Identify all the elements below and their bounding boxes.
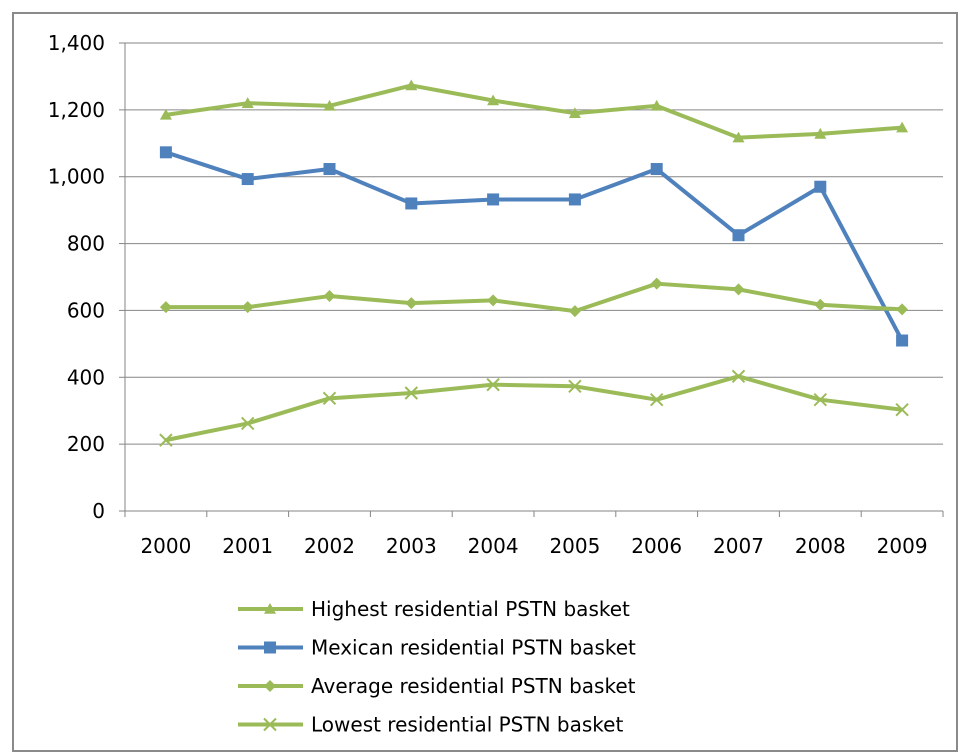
data-point-square	[732, 229, 745, 242]
y-tick-label: 600	[67, 298, 105, 322]
data-point-triangle	[732, 131, 745, 143]
y-tick-label: 400	[67, 365, 105, 389]
data-point-square	[159, 146, 172, 159]
x-tick-label: 2000	[140, 534, 191, 558]
data-point-diamond	[650, 277, 663, 290]
data-point-triangle	[814, 127, 827, 139]
data-point-diamond	[323, 290, 336, 303]
x-tick-label: 2008	[795, 534, 846, 558]
x-marker-stroke	[263, 717, 277, 732]
x-tick-label: 2003	[386, 534, 437, 558]
data-point-x	[649, 392, 664, 407]
x-tick-label: 2004	[468, 534, 519, 558]
x-marker-stroke	[568, 379, 582, 394]
x-marker-stroke	[895, 403, 909, 417]
series-line	[165, 83, 903, 140]
x-marker-stroke	[404, 386, 419, 400]
data-point-triangle	[323, 99, 336, 111]
data-point-x	[731, 369, 746, 383]
data-point-diamond	[896, 303, 909, 316]
x-tick-label: 2005	[549, 534, 600, 558]
data-point-x	[568, 379, 582, 394]
x-marker-stroke	[813, 392, 828, 407]
data-point-diamond	[568, 305, 581, 318]
y-tick-label: 1,000	[48, 165, 105, 189]
data-point-x	[895, 403, 909, 417]
series-0	[159, 79, 909, 143]
x-tick-label: 2006	[631, 534, 682, 558]
x-marker-stroke	[486, 377, 500, 392]
data-point-x	[159, 433, 173, 447]
data-point-square	[241, 173, 254, 186]
data-point-triangle	[487, 94, 500, 106]
y-tick-label: 1,400	[48, 31, 105, 55]
data-point-diamond	[814, 298, 827, 311]
y-tick-label: 800	[67, 232, 105, 256]
series-1	[159, 146, 909, 347]
data-point-x	[813, 392, 828, 407]
data-point-square	[487, 193, 500, 206]
legend-marker-x	[263, 717, 277, 732]
x-tick-label: 2009	[877, 534, 928, 558]
x-marker-stroke	[649, 392, 664, 407]
axes: 0 200 400 600 800 1,000 1,200 1,400 2000 2001 2002…	[48, 31, 944, 558]
data-point-triangle	[241, 97, 254, 108]
series-line	[165, 374, 903, 443]
x-tick-label: 2001	[222, 534, 273, 558]
data-point-square	[896, 334, 909, 347]
legend-label: Average residential PSTN basket	[311, 674, 636, 698]
legend-item: Average residential PSTN basket	[238, 674, 636, 698]
legend-label: Mexican residential PSTN basket	[311, 636, 636, 660]
y-tick-label: 0	[92, 499, 105, 523]
data-point-diamond	[405, 297, 418, 310]
data-point-diamond	[159, 301, 172, 314]
legend-label: Highest residential PSTN basket	[311, 597, 630, 621]
legend-marker-triangle	[264, 603, 276, 614]
data-point-square	[814, 180, 827, 193]
data-point-triangle	[568, 107, 581, 118]
data-point-x	[404, 386, 419, 400]
series-2	[159, 277, 909, 318]
x-marker-stroke	[240, 416, 255, 431]
series-line	[165, 150, 904, 342]
data-point-triangle	[159, 108, 172, 120]
legend-item: Highest residential PSTN basket	[238, 597, 630, 621]
data-point-square	[323, 163, 336, 176]
y-tick-label: 200	[67, 432, 105, 456]
data-point-square	[405, 197, 418, 210]
data-point-x	[322, 391, 337, 406]
legend-marker-square	[264, 641, 276, 654]
x-tick-label: 2002	[304, 534, 355, 558]
data-point-triangle	[650, 99, 663, 111]
x-marker-stroke	[322, 391, 337, 406]
legend-marker-diamond	[264, 680, 276, 692]
data-point-x	[486, 377, 500, 392]
legend-label: Lowest residential PSTN basket	[311, 713, 623, 737]
data-point-square	[650, 163, 663, 176]
series-3	[159, 369, 909, 447]
legend-item: Mexican residential PSTN basket	[238, 636, 636, 660]
data-point-x	[240, 416, 255, 431]
data-point-diamond	[732, 283, 745, 296]
data-point-triangle	[896, 121, 909, 133]
x-marker-stroke	[731, 369, 746, 383]
data-point-diamond	[241, 301, 254, 314]
x-marker-stroke	[159, 433, 173, 447]
data-point-square	[568, 193, 581, 206]
data-point-triangle	[405, 79, 418, 91]
series-line	[165, 281, 903, 314]
legend: Highest residential PSTN basket Mexican r…	[238, 597, 636, 737]
series-group	[159, 79, 909, 447]
legend-item: Lowest residential PSTN basket	[238, 713, 623, 737]
data-point-diamond	[487, 294, 500, 307]
x-tick-label: 2007	[713, 534, 764, 558]
y-tick-label: 1,200	[48, 98, 105, 122]
